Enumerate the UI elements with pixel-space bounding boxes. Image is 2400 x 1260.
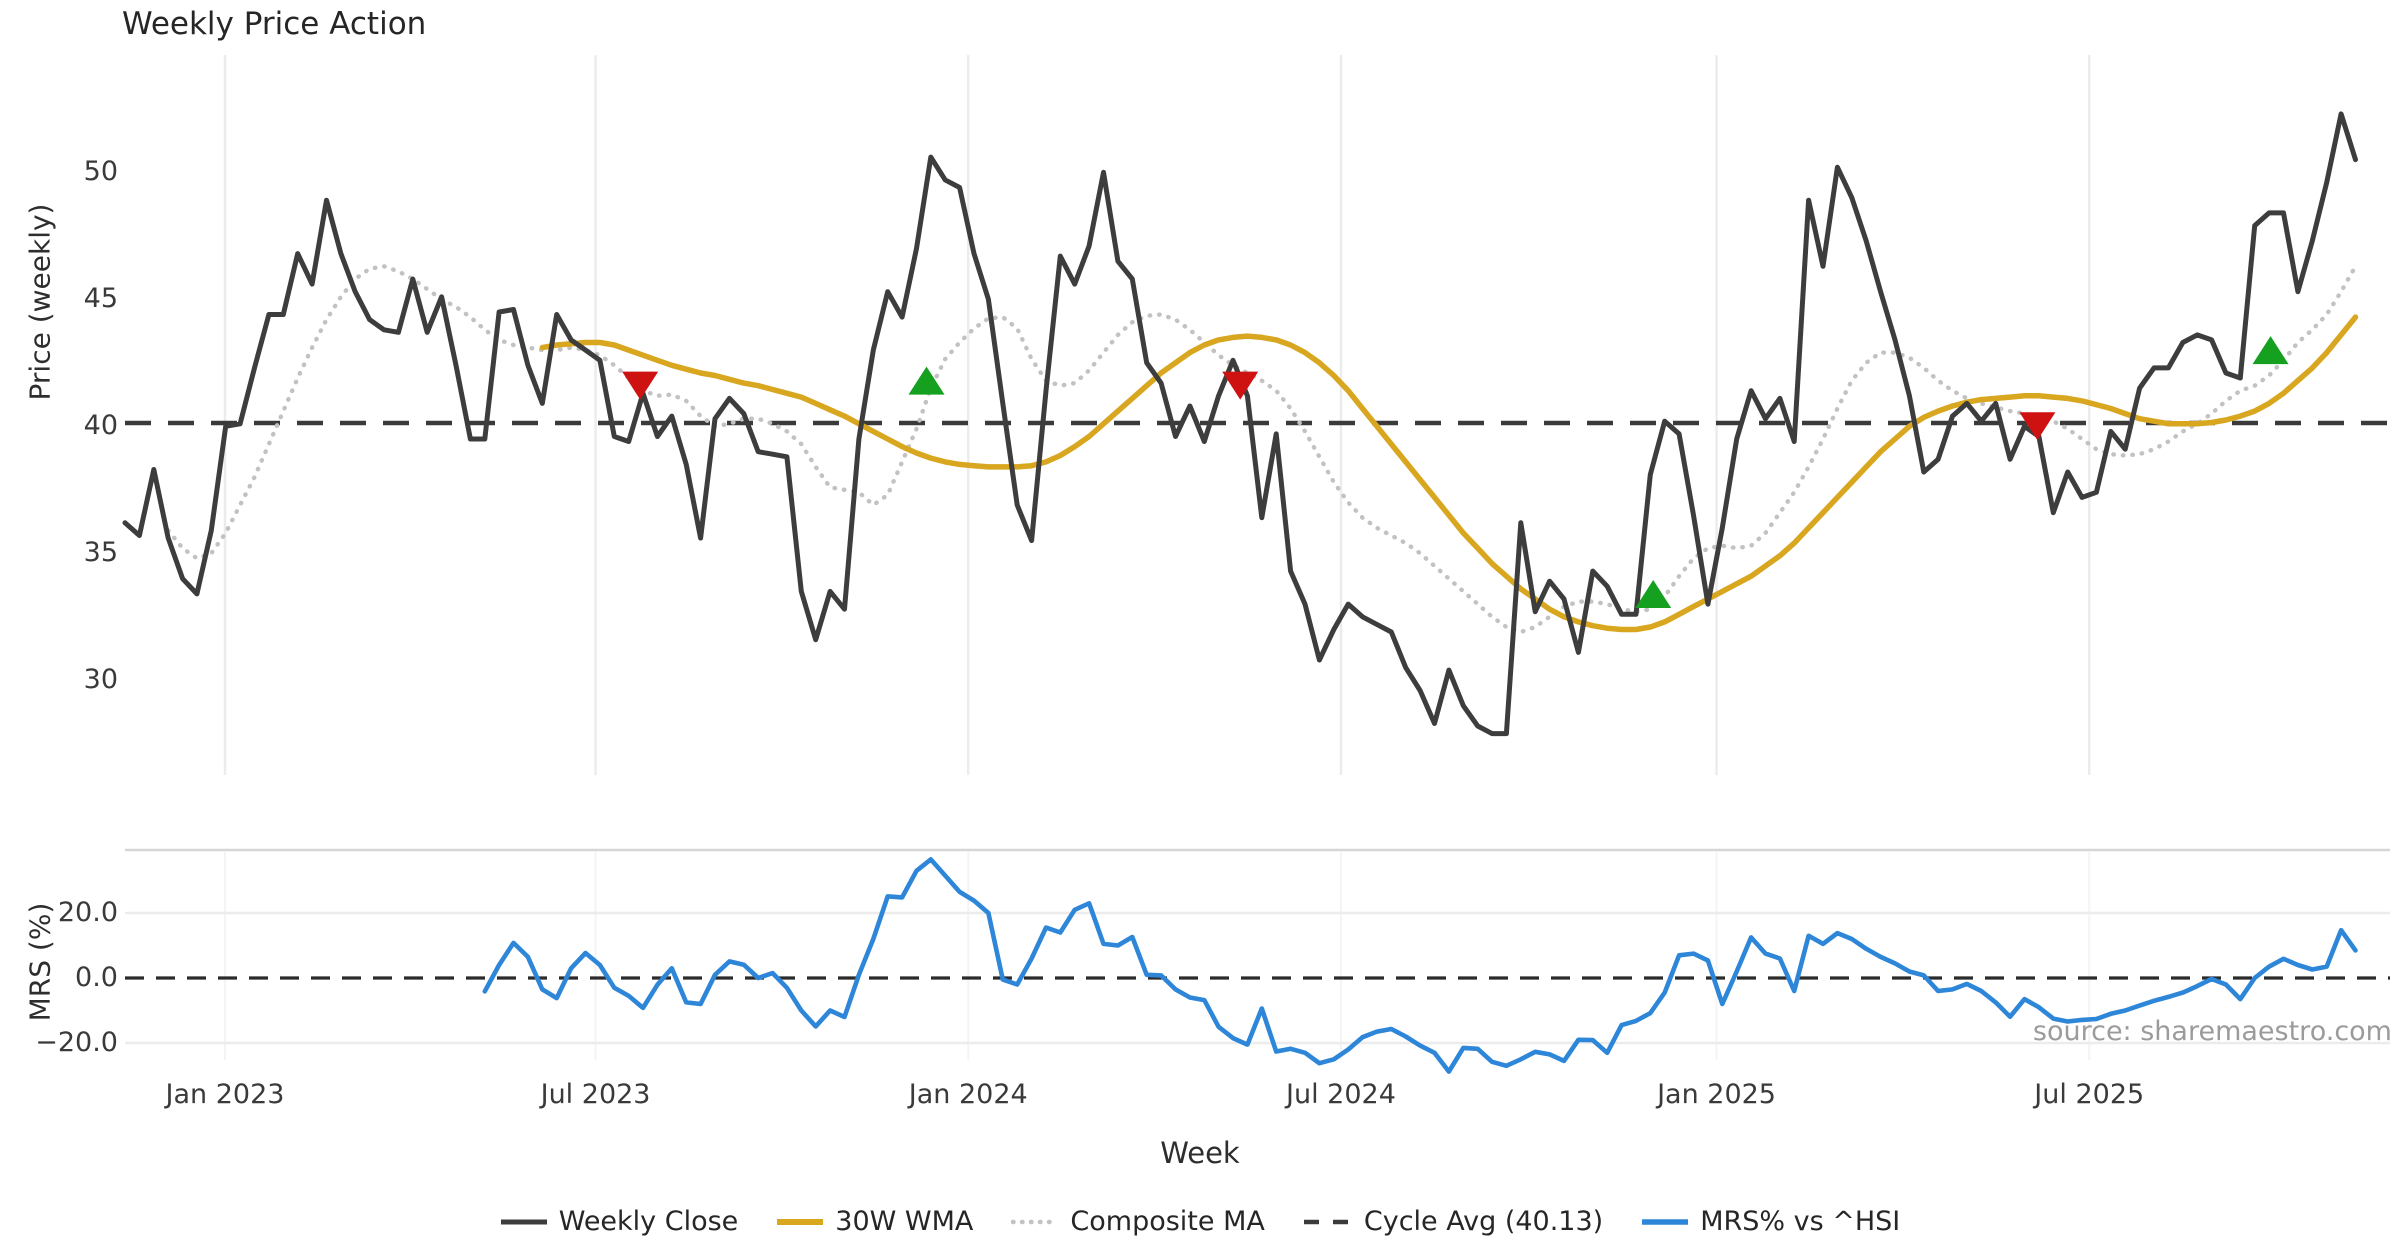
mrs-line-icon bbox=[1642, 1218, 1689, 1225]
mrs-line bbox=[482, 857, 2358, 1074]
page-title: Weekly Price Action bbox=[122, 6, 427, 42]
weekly-close-line-icon bbox=[500, 1219, 547, 1224]
legend-item-weekly-close: Weekly Close bbox=[500, 1206, 739, 1237]
x-tick-label: Jul 2024 bbox=[1286, 1079, 1396, 1110]
mrs-ytick-20: 20.0 bbox=[57, 897, 118, 928]
buy-signal-triangle bbox=[908, 366, 945, 395]
price-ytick-50: 50 bbox=[83, 156, 118, 187]
x-tick-label: Jan 2024 bbox=[908, 1079, 1028, 1110]
price-ytick-35: 35 bbox=[83, 537, 118, 568]
mrs-ytick-0: 0.0 bbox=[75, 962, 118, 993]
x-tick-label: Jan 2023 bbox=[165, 1079, 285, 1110]
composite-dotted-line-icon bbox=[1011, 1219, 1060, 1224]
legend-label: Cycle Avg (40.13) bbox=[1363, 1206, 1604, 1237]
x-axis-label: Week bbox=[1160, 1136, 1240, 1170]
price-ytick-45: 45 bbox=[83, 283, 118, 314]
price-ytick-30: 30 bbox=[83, 664, 118, 695]
x-tick-label: Jul 2023 bbox=[540, 1079, 651, 1110]
sell-signal-triangle bbox=[1222, 371, 1259, 400]
x-tick-label: Jan 2025 bbox=[1657, 1079, 1776, 1110]
sell-signal-triangle bbox=[2019, 412, 2056, 441]
legend: Weekly Close 30W WMA Composite MA Cycle … bbox=[0, 1206, 2400, 1237]
price-ytick-40: 40 bbox=[83, 410, 118, 441]
source-watermark: source: sharemaestro.com bbox=[2032, 1016, 2392, 1047]
wma-line-icon bbox=[777, 1218, 824, 1225]
buy-signal-triangle bbox=[2252, 336, 2289, 365]
x-tick-label: Jul 2025 bbox=[2034, 1079, 2145, 1110]
mrs-ytick-neg20: −20.0 bbox=[35, 1027, 118, 1058]
wma-line bbox=[539, 314, 2359, 633]
legend-label: Composite MA bbox=[1070, 1206, 1265, 1237]
legend-item-wma: 30W WMA bbox=[776, 1206, 973, 1237]
legend-item-mrs: MRS% vs ^HSI bbox=[1641, 1206, 1900, 1237]
price-axis-label: Price (weekly) bbox=[23, 203, 57, 401]
legend-label: 30W WMA bbox=[835, 1206, 974, 1237]
cycle-avg-dashed-line-icon bbox=[1303, 1219, 1352, 1224]
buy-signal-triangle bbox=[1635, 579, 1672, 608]
legend-label: MRS% vs ^HSI bbox=[1700, 1206, 1901, 1237]
legend-item-composite: Composite MA bbox=[1011, 1206, 1265, 1237]
mrs-axis-label: MRS (%) bbox=[23, 902, 57, 1022]
legend-label: Weekly Close bbox=[558, 1206, 739, 1237]
sell-signal-triangle bbox=[622, 371, 659, 400]
legend-item-cycle-avg: Cycle Avg (40.13) bbox=[1303, 1206, 1603, 1237]
